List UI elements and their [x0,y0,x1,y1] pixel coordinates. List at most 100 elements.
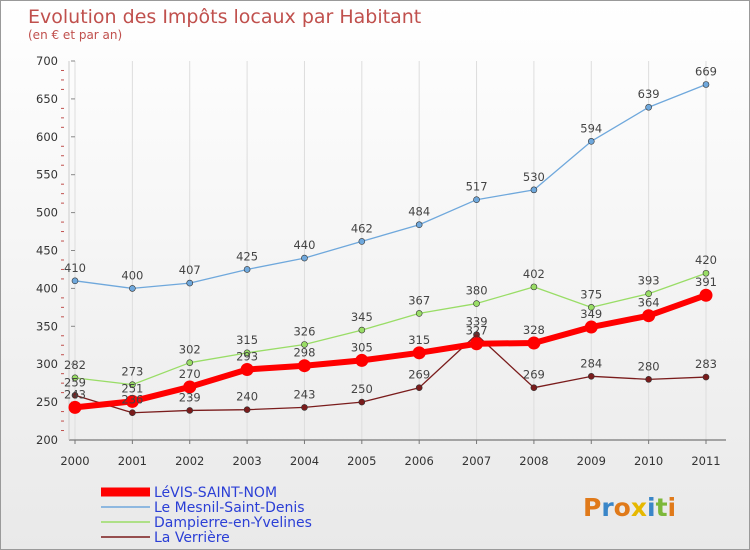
data-label: 410 [64,261,86,275]
y-tick-label: 550 [36,168,58,182]
series-line [74,292,708,411]
logo-letter: t [656,493,668,522]
data-point [587,373,595,380]
data-point [530,186,538,194]
data-point [68,400,82,414]
logo-letter: i [668,493,677,522]
data-point [129,409,136,417]
y-tick-label: 700 [36,54,58,68]
data-label: 345 [351,310,373,324]
data-point [125,394,139,408]
data-label: 270 [179,367,201,381]
data-point [587,138,595,145]
data-label: 400 [121,268,143,282]
data-label: 282 [64,358,86,372]
data-label: 305 [351,340,373,354]
y-tick-label: 600 [36,130,58,144]
y-tick-label: 650 [36,92,58,106]
data-point [186,279,194,287]
y-tick-label: 450 [36,244,58,258]
data-point [243,349,251,357]
data-point [412,346,426,360]
x-tick-label: 2003 [232,454,261,468]
x-tick-label: 2000 [60,454,89,468]
legend-label: La Verrière [154,530,230,546]
data-point [473,196,480,204]
x-tick-label: 2002 [175,454,204,468]
data-point [301,404,308,411]
y-tick-label: 500 [36,206,58,220]
logo-letter: P [583,493,601,522]
x-tick-label: 2011 [691,454,720,468]
data-label: 364 [638,296,660,310]
data-point [699,288,713,302]
data-label: 367 [408,293,430,307]
data-point [587,304,595,311]
data-label: 594 [580,121,602,135]
data-point [129,381,136,388]
data-label: 283 [695,357,717,371]
data-label: 243 [64,387,86,401]
logo-letter: x [631,493,647,522]
data-label: 250 [351,382,373,396]
data-label: 251 [121,381,143,395]
data-point [645,290,652,298]
data-point [415,310,423,317]
data-label: 243 [293,387,315,401]
data-label: 328 [523,323,545,337]
proxiti-logo: Proxiti [583,493,676,522]
y-tick-label: 400 [36,281,58,295]
chart-subtitle: (en € et par an) [28,28,122,42]
data-label: 284 [580,356,602,370]
x-tick-label: 2010 [634,454,663,468]
data-point [702,269,710,277]
data-point [470,337,484,351]
x-tick-label: 2009 [577,454,606,468]
data-label: 239 [179,390,201,404]
data-point [530,283,538,291]
data-label: 639 [638,87,660,101]
logo-letter: o [614,493,631,522]
data-point [71,374,79,382]
legend-label: Dampierre-en-Yvelines [154,515,312,531]
x-tick-label: 2008 [519,454,548,468]
series-line [74,333,707,414]
data-point [527,336,541,350]
data-point [415,384,423,391]
data-point [71,391,79,399]
data-point [473,300,480,307]
data-point [243,406,251,413]
data-label: 402 [523,267,545,281]
data-point [415,221,423,229]
data-label: 236 [121,393,143,407]
data-label: 269 [408,368,430,382]
data-point [642,309,656,323]
data-point [301,341,308,348]
legend-label: Le Mesnil-Saint-Denis [154,500,305,516]
data-label: 259 [64,375,86,389]
y-tick-label: 350 [36,319,58,333]
data-point [530,384,538,391]
data-point [243,266,251,273]
series-line [74,83,707,290]
data-label: 375 [580,287,602,301]
y-tick-label: 250 [36,395,58,409]
data-label: 280 [638,359,660,373]
x-tick-label: 2005 [347,454,376,468]
logo-letter: i [647,493,656,522]
data-label: 327 [466,324,488,338]
data-label: 315 [236,333,258,347]
data-label: 339 [466,315,488,329]
data-label: 315 [408,333,430,347]
data-label: 273 [121,365,143,379]
y-tick-label: 300 [36,357,58,371]
data-point [240,363,254,377]
data-label: 420 [695,253,717,267]
data-point [645,376,652,383]
data-label: 669 [695,64,717,78]
data-label: 380 [466,284,488,298]
data-point [358,238,366,245]
data-label: 425 [236,249,258,263]
